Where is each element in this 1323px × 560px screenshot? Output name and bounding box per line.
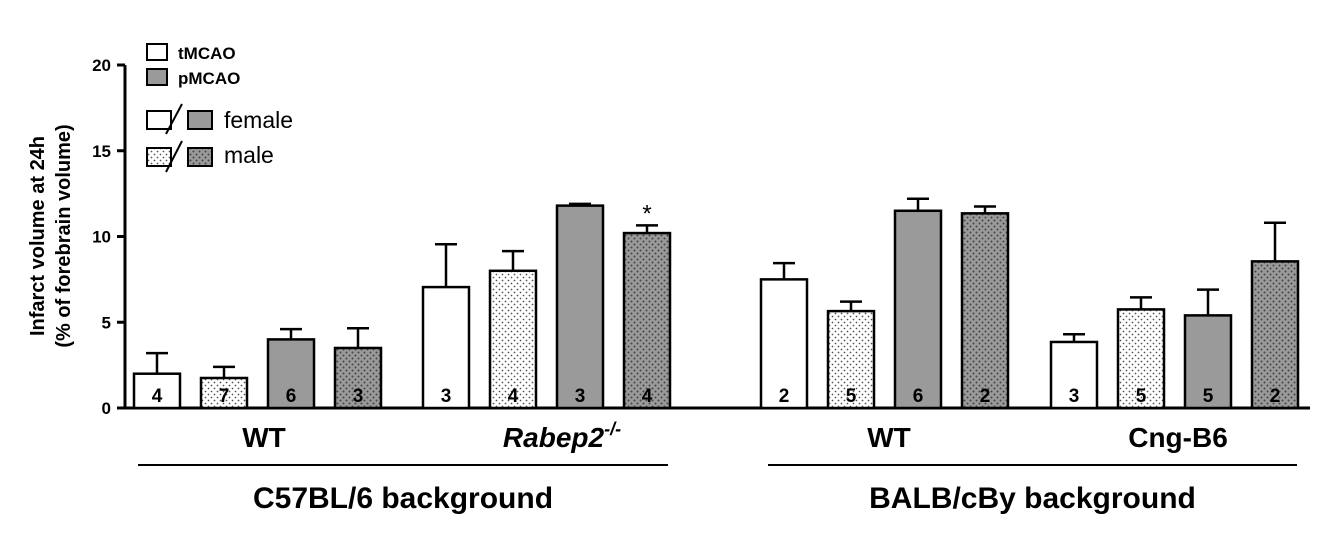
bars: 4 7 6 3 3 4 3 4*2 5 6 2 3 5 5 2 — [132, 197, 1300, 410]
bar — [421, 285, 471, 410]
bar-group: 5 — [1116, 296, 1166, 410]
bar-n-label: 4 — [508, 386, 519, 407]
legend-swatch-pmcao — [146, 68, 168, 86]
bar-n-label: 7 — [219, 386, 230, 407]
bar — [1250, 260, 1300, 410]
y-tick-label: 0 — [102, 399, 111, 418]
significance-marker: * — [642, 200, 651, 227]
group-label: Cng-B6 — [1128, 422, 1228, 453]
bar — [1183, 314, 1233, 410]
bar-group: 4 — [488, 249, 538, 410]
y-axis-title-line2: (% of forebrain volume) — [53, 124, 75, 347]
bar-group: 3 — [555, 202, 605, 410]
bar-group: 2 — [960, 205, 1010, 410]
bar-n-label: 2 — [980, 386, 991, 407]
bar — [333, 346, 383, 410]
bar-group: 4* — [622, 200, 672, 410]
background-labels: C57BL/6 background BALB/cBy background — [138, 464, 1297, 515]
legend-swatch-male-tmcao — [146, 147, 172, 167]
bar — [266, 338, 316, 410]
y-axis-title-line1: Infarct volume at 24h — [27, 136, 49, 336]
bar — [759, 278, 809, 410]
legend-swatch-male-pmcao — [187, 147, 213, 167]
bar-group: 3 — [333, 327, 383, 410]
bar-group: 7 — [199, 365, 249, 410]
bar-n-label: 5 — [1136, 386, 1147, 407]
legend-label-pmcao: pMCAO — [178, 69, 240, 88]
bar-group: 2 — [759, 261, 809, 410]
bar-n-label: 6 — [913, 386, 924, 407]
bar — [960, 212, 1010, 410]
bar — [893, 209, 943, 410]
group-label: WT — [242, 422, 286, 453]
bar-n-label: 3 — [575, 386, 586, 407]
bar-group: 6 — [266, 327, 316, 410]
legend-swatch-female-pmcao — [187, 110, 213, 130]
y-tick-label: 10 — [92, 228, 111, 247]
background-label: BALB/cBy background — [869, 482, 1196, 515]
bar-group: 6 — [893, 197, 943, 410]
y-tick-label: 20 — [92, 56, 111, 75]
bar — [555, 204, 605, 410]
bar-n-label: 2 — [1270, 386, 1281, 407]
legend-label-tmcao: tMCAO — [178, 44, 236, 63]
bar — [622, 231, 672, 410]
bar-n-label: 3 — [1069, 386, 1080, 407]
bar — [199, 376, 249, 410]
bar-n-label: 5 — [846, 386, 857, 407]
bar-n-label: 4 — [642, 386, 653, 407]
legend-swatch-tmcao — [146, 43, 168, 61]
bar-n-label: 3 — [353, 386, 364, 407]
group-label: Rabep2-/- — [503, 419, 621, 453]
y-ticks: 0 5 10 15 20 — [92, 56, 125, 418]
bar — [1116, 308, 1166, 410]
bar-n-label: 3 — [441, 386, 452, 407]
legend-label-male: male — [224, 142, 274, 168]
bar-n-label: 4 — [152, 386, 163, 407]
group-label: WT — [867, 422, 911, 453]
background-label: C57BL/6 background — [253, 482, 553, 515]
bar-group: 4 — [132, 351, 182, 410]
legend-label-female: female — [224, 107, 293, 133]
bar — [132, 372, 182, 410]
bar-n-label: 5 — [1203, 386, 1214, 407]
bar — [826, 309, 876, 410]
bar — [1049, 340, 1099, 410]
legend-slash-male — [165, 140, 183, 173]
bar-n-label: 6 — [286, 386, 297, 407]
bar — [488, 269, 538, 410]
legend: tMCAO pMCAO female male — [146, 43, 293, 173]
bar-group: 3 — [421, 242, 471, 410]
bar-group: 5 — [1183, 288, 1233, 410]
y-tick-label: 5 — [102, 313, 111, 332]
bar-group: 3 — [1049, 333, 1099, 410]
group-labels: WT Rabep2-/- WT Cng-B6 — [242, 419, 1228, 453]
y-tick-label: 15 — [92, 142, 111, 161]
bar-n-label: 2 — [779, 386, 790, 407]
bar-group: 5 — [826, 300, 876, 410]
bar-group: 2 — [1250, 221, 1300, 410]
legend-slash-female — [165, 103, 183, 135]
legend-swatch-female-tmcao — [146, 110, 172, 130]
